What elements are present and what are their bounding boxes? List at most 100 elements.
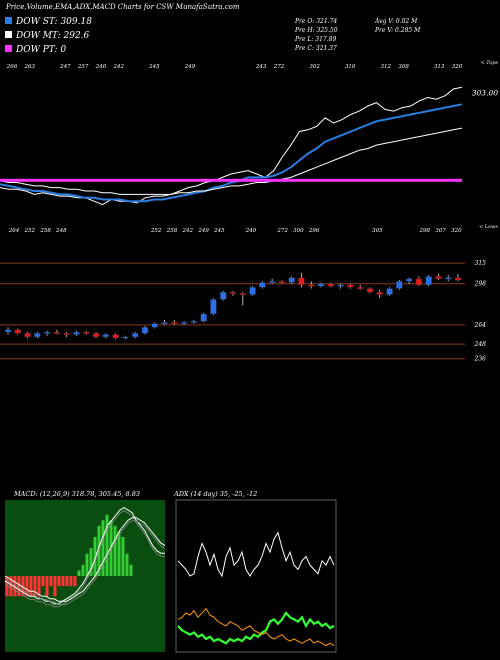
ema-line-ema-short	[0, 103, 463, 203]
legend-label-mt: DOW MT: 292.6	[15, 31, 90, 41]
candle-body	[229, 291, 237, 294]
ema-price-label: 303.00	[472, 88, 498, 97]
ema-corner-label: < Tops	[480, 60, 498, 66]
macd-line-macd	[4, 507, 165, 605]
macd-shadow-macd	[4, 510, 165, 608]
macd-hist-bar-pos	[89, 548, 93, 576]
candle-body	[171, 322, 178, 325]
macd-hist-bar-pos	[105, 514, 109, 576]
candle-body	[190, 321, 198, 323]
candle-body	[239, 293, 246, 296]
ema-top-tick: 245	[148, 64, 160, 70]
candle-body	[454, 277, 462, 281]
stat-open: Pre O: 321.74	[294, 18, 337, 25]
candle-body	[14, 329, 21, 334]
stat-avg-volume: Avg V: 0.02 M	[374, 18, 418, 25]
ema-top-tick: 312	[381, 64, 392, 70]
candle-body	[435, 276, 442, 280]
macd-label: MACD: (12,26,9) 318.78, 305.45, 8.83	[13, 490, 140, 498]
macd-hist-bar-pos	[121, 536, 125, 576]
macd-hist-bar-pos	[129, 564, 133, 576]
price-top-tick: 252	[24, 228, 36, 234]
candle-body	[259, 282, 266, 288]
candle-body	[73, 331, 80, 335]
candle-body	[220, 291, 227, 300]
price-top-tick: 252	[150, 228, 162, 234]
price-top-tick: 258	[166, 228, 178, 234]
candle-body	[386, 288, 393, 295]
candle-body	[102, 334, 110, 338]
macd-hist-bar-neg	[13, 576, 17, 597]
macd-hist-bar-neg	[5, 576, 9, 597]
candle-body	[415, 278, 423, 286]
legend-swatch-mt	[5, 31, 12, 38]
macd-hist-bar-pos	[93, 536, 97, 576]
price-top-tick: 249	[197, 228, 209, 234]
macd-hist-bar-neg	[21, 576, 25, 597]
macd-hist-bar-neg	[9, 576, 13, 597]
candle-body	[112, 334, 119, 339]
stats-block: Pre O: 321.74 Pre H: 325.50 Pre L: 317.8…	[294, 18, 421, 52]
price-top-tick: 305	[372, 228, 383, 234]
macd-hist-bar-neg	[61, 576, 65, 587]
candle-body	[425, 276, 432, 286]
ema-top-tick: 272	[273, 64, 285, 70]
macd-hist-bar-pos	[125, 553, 129, 576]
macd-panel: MACD: (12,26,9) 318.78, 305.45, 8.83	[4, 490, 166, 652]
candle-body	[308, 284, 315, 287]
stat-prev-volume: Pre V: 0.285 M	[374, 27, 421, 34]
candle-body	[298, 277, 305, 286]
candle-body	[278, 281, 286, 283]
macd-hist-bar-pos	[85, 553, 89, 576]
price-corner-label: < Lows	[479, 224, 498, 230]
macd-hist-bar-neg	[57, 576, 61, 587]
ema-top-tick: 308	[398, 64, 409, 70]
candle-body	[210, 299, 217, 315]
candle-body	[53, 331, 61, 334]
ema-top-tick: 263	[24, 64, 36, 70]
candle-body	[347, 284, 354, 288]
macd-line-signal	[4, 517, 166, 602]
candle-body	[396, 281, 403, 289]
price-level-label: 236	[474, 356, 487, 363]
price-level-label: 315	[475, 260, 487, 267]
macd-hist-bar-neg	[41, 576, 45, 587]
candle-body	[376, 291, 383, 295]
macd-hist-bar-pos	[109, 520, 113, 576]
ema-top-tick: 247	[59, 64, 71, 70]
ema-top-tick: 310	[345, 64, 356, 70]
candle-body	[200, 313, 207, 322]
price-top-tick: 242	[182, 228, 194, 234]
price-top-tick: 258	[39, 228, 51, 234]
price-top-tick: 307	[435, 228, 446, 234]
price-panel: 264 252 258 248 252 258 242 249 245 240 272 300 296 3…	[0, 224, 498, 363]
macd-hist-bar-pos	[77, 570, 81, 576]
macd-hist-bar-neg	[29, 576, 33, 597]
legend-swatch-st	[5, 17, 12, 24]
ema-line-dow-pt	[0, 178, 462, 182]
ema-top-tick: 313	[434, 64, 445, 70]
ema-top-tick: 320	[452, 64, 463, 70]
price-top-tick: 298	[419, 228, 431, 234]
macd-hist-bar-neg	[25, 576, 29, 597]
candle-body	[161, 322, 168, 325]
chart-title: Price,Volume,EMA,ADX,MACD Charts for CSW…	[5, 3, 240, 11]
legend-label-pt: DOW PT: 0	[15, 45, 66, 55]
candle-body	[249, 287, 256, 295]
ema-top-tick: 240	[95, 64, 107, 70]
macd-hist-bar-pos	[117, 531, 121, 576]
price-top-tick: 320	[451, 228, 462, 234]
macd-hist-bar-neg	[17, 576, 21, 597]
candle-body	[366, 288, 374, 293]
candle-body	[405, 278, 413, 282]
price-top-tick: 264	[8, 228, 20, 234]
adx-line-adx	[177, 531, 335, 578]
legend-label-st: DOW ST: 309.18	[15, 17, 92, 27]
macd-hist-bar-neg	[45, 576, 49, 597]
candle-body	[356, 287, 364, 290]
price-top-tick: 240	[245, 228, 257, 234]
candle-body	[43, 331, 51, 334]
stat-close: Pre C: 321.37	[294, 45, 337, 52]
ema-top-tick: 249	[184, 64, 196, 70]
stat-low: Pre L: 317.89	[294, 36, 336, 43]
